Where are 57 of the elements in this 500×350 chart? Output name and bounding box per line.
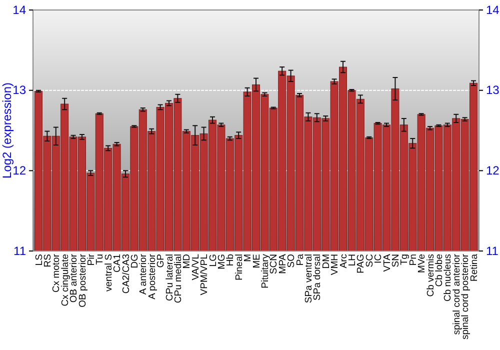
x-tick-label: ventral S	[103, 254, 114, 292]
y2-tick-label: 11	[486, 244, 499, 258]
x-tick-label: CPu lateral	[164, 254, 176, 301]
x-tick-label: ME	[251, 254, 262, 268]
x-tick-label: SCN	[268, 254, 280, 274]
x-tick-label: Pn	[408, 254, 419, 266]
x-tick-label: SPa dorsal	[312, 254, 324, 300]
x-tick-label: Arc	[338, 254, 350, 268]
x-tick-label: VMH	[330, 254, 341, 276]
x-tick-label: Cb lobe	[434, 254, 446, 287]
y2-tick-label: 13	[486, 83, 500, 98]
x-tick-label: Tu	[94, 254, 106, 265]
x-tick-label: DM	[320, 254, 332, 269]
x-tick-label: Pineal	[234, 254, 245, 280]
x-tick-label: CPu medial	[173, 254, 184, 304]
x-tick-label: Hb	[225, 254, 236, 266]
y2-tick-label: 14	[486, 2, 500, 17]
x-tick-label: OB anterior	[68, 254, 80, 303]
x-tick-label: RS	[42, 254, 54, 268]
x-tick-label: A anterior	[138, 254, 150, 295]
x-tick-label: Cx cingulate	[60, 254, 71, 306]
x-tick-label: SO	[286, 254, 298, 268]
x-tick-label: VA/VL	[190, 254, 202, 280]
y-axis-title: Log2 (expression)	[0, 82, 14, 179]
x-tick-label: Pituitary	[260, 254, 272, 288]
x-tick-label: PAG	[356, 254, 367, 274]
x-tick-label: CA2/CA3	[120, 254, 132, 294]
x-tick-label: IC	[373, 254, 384, 264]
x-tick-label: Cb nucleus	[442, 254, 454, 302]
x-tick-label: LS	[34, 254, 45, 266]
y-tick-label: 11	[14, 244, 26, 258]
x-tick-label: VTA	[382, 253, 393, 272]
x-tick-label: DG	[130, 254, 141, 268]
y-tick-label: 13	[12, 83, 26, 98]
x-tick-label: Cb vermis	[425, 254, 436, 297]
x-tick-label: LG	[208, 254, 219, 267]
y-tick-label: 14	[12, 2, 26, 17]
x-tick-label: A posterior	[146, 254, 158, 300]
x-tick-label: Pir	[86, 254, 98, 266]
x-tick-label: spinal cord anterior	[451, 254, 462, 335]
y2-tick-label: 12	[486, 164, 500, 178]
x-tick-label: SN	[390, 254, 402, 268]
y-tick-label: 12	[12, 164, 26, 178]
x-tick-label: MVe	[416, 254, 428, 274]
x-tick-label: spinal cord posterior	[460, 254, 472, 340]
x-tick-label: Cx motor	[51, 254, 62, 293]
x-tick-label: MPA	[277, 253, 288, 274]
x-tick-label: Tg	[399, 254, 410, 266]
x-tick-label: Pa	[294, 253, 306, 266]
x-tick-label: VPM/VPL	[199, 254, 210, 296]
x-tick-label: CA1	[112, 254, 124, 272]
x-tick-label: OB posterior	[77, 254, 88, 308]
x-tick-label: SC	[364, 254, 376, 268]
x-tick-label: GP	[156, 254, 167, 268]
x-tick-label: Retina	[468, 253, 480, 282]
x-tick-label: M	[242, 254, 254, 262]
x-tick-label: MD	[182, 254, 193, 269]
